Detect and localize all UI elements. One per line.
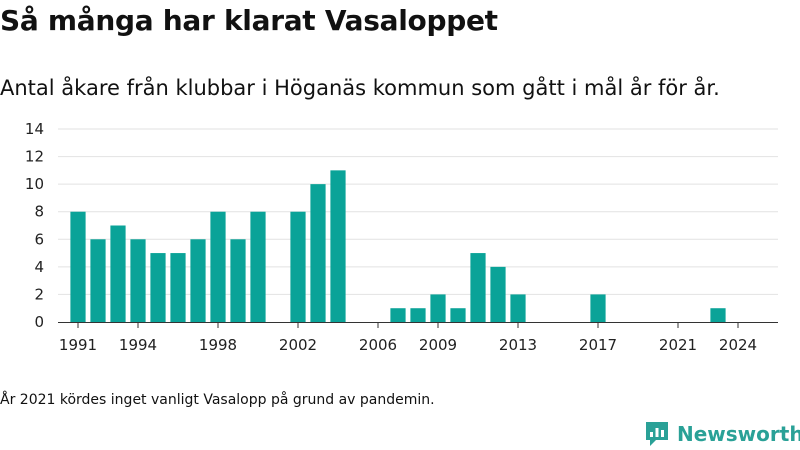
chart-title: Så många har klarat Vasaloppet [0,4,498,37]
x-tick-label: 2002 [279,336,317,354]
bar [330,170,346,322]
bar [210,211,226,322]
x-tick-label: 2009 [419,336,457,354]
x-tick-label: 2017 [579,336,617,354]
x-axis: 1991 1994 1998 2002 2006 2009 2013 2017 2021 2024 [58,322,778,354]
bar [170,253,186,322]
y-tick-label: 8 [34,203,44,221]
bar [410,308,426,322]
bar [450,308,466,322]
bar [290,211,306,322]
bar [390,308,406,322]
bar [590,294,606,322]
bar [90,239,106,322]
bar [430,294,446,322]
bar [470,253,486,322]
bar [490,266,506,322]
bar [510,294,526,322]
bar [190,239,206,322]
y-tick-label: 2 [34,285,44,303]
gridlines [58,128,778,295]
bar [70,211,86,322]
y-tick-label: 14 [25,120,44,138]
bar [130,239,146,322]
bar [310,184,326,322]
y-tick-label: 0 [34,313,44,331]
x-tick-label: 2021 [659,336,697,354]
chart-subtitle: Antal åkare från klubbar i Höganäs kommu… [0,76,720,100]
y-tick-label: 6 [34,230,44,248]
y-tick-label: 12 [25,148,44,166]
brand-name: Newsworthy [677,422,800,446]
footnote: År 2021 kördes inget vanligt Vasalopp på… [0,392,435,408]
x-tick-label: 1994 [119,336,157,354]
bar-chart: 0 2 4 6 8 10 12 14 1991 1994 1998 2002 2006 2009 2013… [25,120,778,354]
x-tick-label: 1998 [199,336,237,354]
x-tick-label: 1991 [59,336,97,354]
bar [250,211,266,322]
x-tick-label: 2013 [499,336,537,354]
bar [710,308,726,322]
bar [150,253,166,322]
y-axis: 0 2 4 6 8 10 12 14 [25,120,44,331]
y-tick-label: 4 [34,258,44,276]
bars [70,170,726,322]
x-tick-label: 2024 [719,336,757,354]
brand-logo: Newsworthy [644,420,800,448]
bar [110,225,126,322]
bar [230,239,246,322]
x-tick-label: 2006 [359,336,397,354]
newsworthy-logo-icon [646,422,668,446]
y-tick-label: 10 [25,175,44,193]
